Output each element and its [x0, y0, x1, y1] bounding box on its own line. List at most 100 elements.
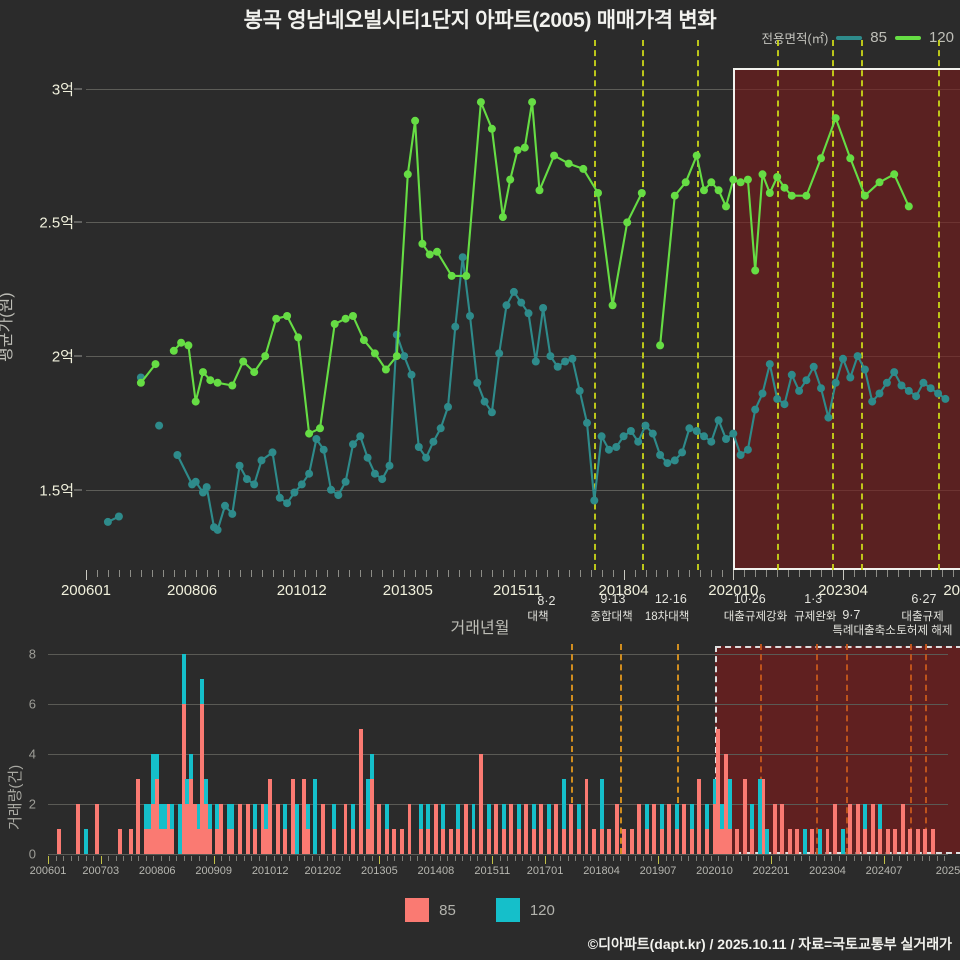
- volume-bar-85: [369, 779, 374, 854]
- price-point-120: [403, 170, 412, 179]
- price-point-85: [458, 253, 467, 262]
- volume-bar-120: [83, 829, 88, 854]
- volume-x-minitick: [138, 856, 140, 861]
- volume-bar-85: [275, 804, 280, 854]
- volume-x-minitick: [906, 856, 908, 861]
- price-point-120: [487, 124, 496, 133]
- price-x-minitick: [799, 570, 801, 577]
- volume-bar-120: [313, 779, 318, 854]
- price-point-120: [729, 175, 738, 184]
- price-x-minitick: [283, 570, 285, 577]
- volume-x-minitick: [545, 856, 547, 864]
- volume-bar-85: [433, 804, 438, 854]
- price-series-layer: [103, 98, 950, 534]
- price-x-tick-label: 200601: [60, 582, 112, 599]
- price-x-minitick: [601, 570, 603, 577]
- volume-bar-85: [795, 829, 800, 854]
- price-point-120: [272, 314, 281, 323]
- legend-item-85[interactable]: 85: [405, 898, 456, 922]
- volume-bar-85: [230, 829, 235, 854]
- price-point-85: [773, 394, 782, 403]
- legend-item-120[interactable]: 120: [495, 898, 555, 922]
- volume-x-tick-label: 202201: [752, 865, 790, 877]
- price-point-85: [257, 456, 266, 465]
- price-point-120: [692, 151, 701, 160]
- volume-bar-85: [509, 804, 514, 854]
- volume-x-tick-label: 201305: [361, 865, 398, 877]
- legend-swatch-120: [495, 898, 520, 922]
- volume-x-minitick: [243, 856, 245, 861]
- volume-bar-85: [576, 829, 581, 854]
- price-point-85: [444, 402, 452, 411]
- price-point-120: [802, 191, 811, 200]
- price-point-85: [297, 480, 306, 489]
- price-point-120: [392, 352, 401, 361]
- price-x-tick-label: 201804: [598, 582, 649, 599]
- legend-swatch-85: [405, 898, 430, 922]
- price-point-85: [305, 469, 314, 478]
- price-point-120: [191, 397, 200, 406]
- price-point-85: [400, 352, 409, 361]
- volume-bar-85: [614, 804, 619, 854]
- volume-x-minitick: [740, 856, 742, 861]
- price-x-minitick: [491, 570, 493, 577]
- price-policy-vline: [777, 40, 780, 570]
- price-policy-vline: [641, 40, 644, 570]
- volume-x-minitick: [432, 856, 434, 861]
- price-x-minitick: [118, 570, 120, 577]
- price-x-minitick: [107, 570, 109, 577]
- price-point-120: [714, 186, 723, 195]
- volume-x-minitick: [492, 856, 494, 864]
- volume-bar-85: [727, 829, 732, 854]
- volume-bar-120: [384, 804, 389, 829]
- price-point-85: [349, 440, 357, 449]
- price-point-85: [553, 362, 562, 371]
- price-y-tick-label: 1.5억: [39, 482, 74, 500]
- price-point-85: [890, 368, 899, 377]
- price-point-85: [275, 493, 284, 502]
- price-x-tick-label: 200806: [167, 582, 218, 599]
- volume-bar-120: [143, 804, 148, 829]
- price-point-120: [550, 151, 559, 160]
- volume-x-minitick: [48, 856, 49, 864]
- volume-bar-120: [878, 804, 883, 829]
- price-point-85: [787, 370, 796, 379]
- volume-x-minitick: [462, 856, 464, 861]
- volume-bar-85: [189, 779, 194, 854]
- volume-policy-vline: [816, 644, 819, 854]
- volume-x-minitick: [620, 856, 622, 861]
- price-x-minitick: [711, 570, 713, 577]
- price-point-85: [213, 525, 222, 534]
- price-point-120: [608, 301, 617, 310]
- volume-x-minitick: [311, 856, 313, 861]
- volume-x-tick-label: 201511: [474, 865, 511, 877]
- price-point-85: [795, 386, 804, 395]
- price-x-minitick: [832, 570, 833, 577]
- price-point-85: [509, 287, 518, 296]
- volume-bar-85: [674, 829, 679, 854]
- volume-bar-85: [599, 829, 604, 854]
- volume-x-minitick: [273, 856, 275, 861]
- price-x-minitick: [755, 570, 757, 577]
- volume-bar-85: [392, 829, 397, 854]
- volume-bar-85: [479, 754, 484, 854]
- price-point-85: [242, 475, 251, 484]
- volume-x-tick-label: 201907: [639, 865, 677, 877]
- price-point-85: [568, 354, 577, 363]
- volume-bar-120: [426, 804, 431, 829]
- volume-x-tick-label: 200703: [82, 865, 120, 877]
- price-x-minitick: [645, 570, 647, 577]
- price-point-85: [817, 384, 825, 393]
- volume-bar-120: [689, 804, 694, 829]
- price-x-minitick: [206, 570, 208, 577]
- price-point-85: [678, 448, 687, 457]
- volume-annotation-date: 10·26: [733, 592, 766, 606]
- price-point-85: [103, 517, 112, 526]
- volume-bar-120: [765, 829, 770, 854]
- legend-text-85: 85: [439, 901, 456, 919]
- volume-bar-120: [750, 804, 755, 829]
- volume-x-tick-label: 201701: [526, 865, 564, 877]
- price-point-85: [546, 352, 555, 361]
- price-x-minitick: [546, 570, 548, 577]
- volume-bar-85: [302, 779, 307, 854]
